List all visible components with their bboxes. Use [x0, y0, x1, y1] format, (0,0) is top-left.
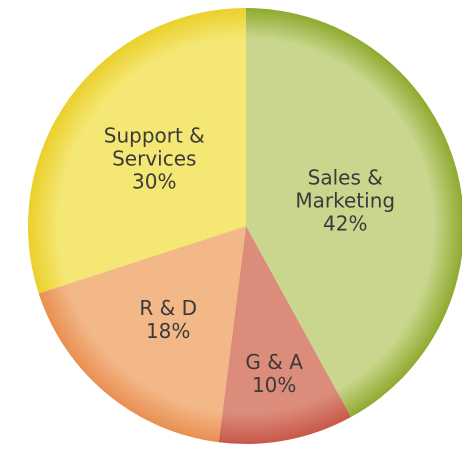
- value-label: 30%: [132, 169, 177, 194]
- slice-label: Support & Services 30%: [89, 123, 219, 194]
- slice-label: R & D 18%: [103, 297, 233, 343]
- value-label: 42%: [323, 211, 368, 236]
- pie-slice: [38, 226, 246, 443]
- category-label: Support & Services: [103, 123, 205, 171]
- slice-label: Sales & Marketing 42%: [280, 166, 410, 235]
- value-label: 18%: [145, 319, 191, 344]
- value-label: 10%: [251, 372, 297, 397]
- category-label: Sales & Marketing: [295, 165, 396, 213]
- category-label: R & D: [139, 296, 197, 321]
- pie-slice: [28, 8, 246, 294]
- pie-slice: [246, 8, 462, 418]
- slice-label: G & A 10%: [209, 349, 339, 397]
- category-label: G & A: [245, 349, 303, 374]
- pie-slice: [218, 226, 352, 444]
